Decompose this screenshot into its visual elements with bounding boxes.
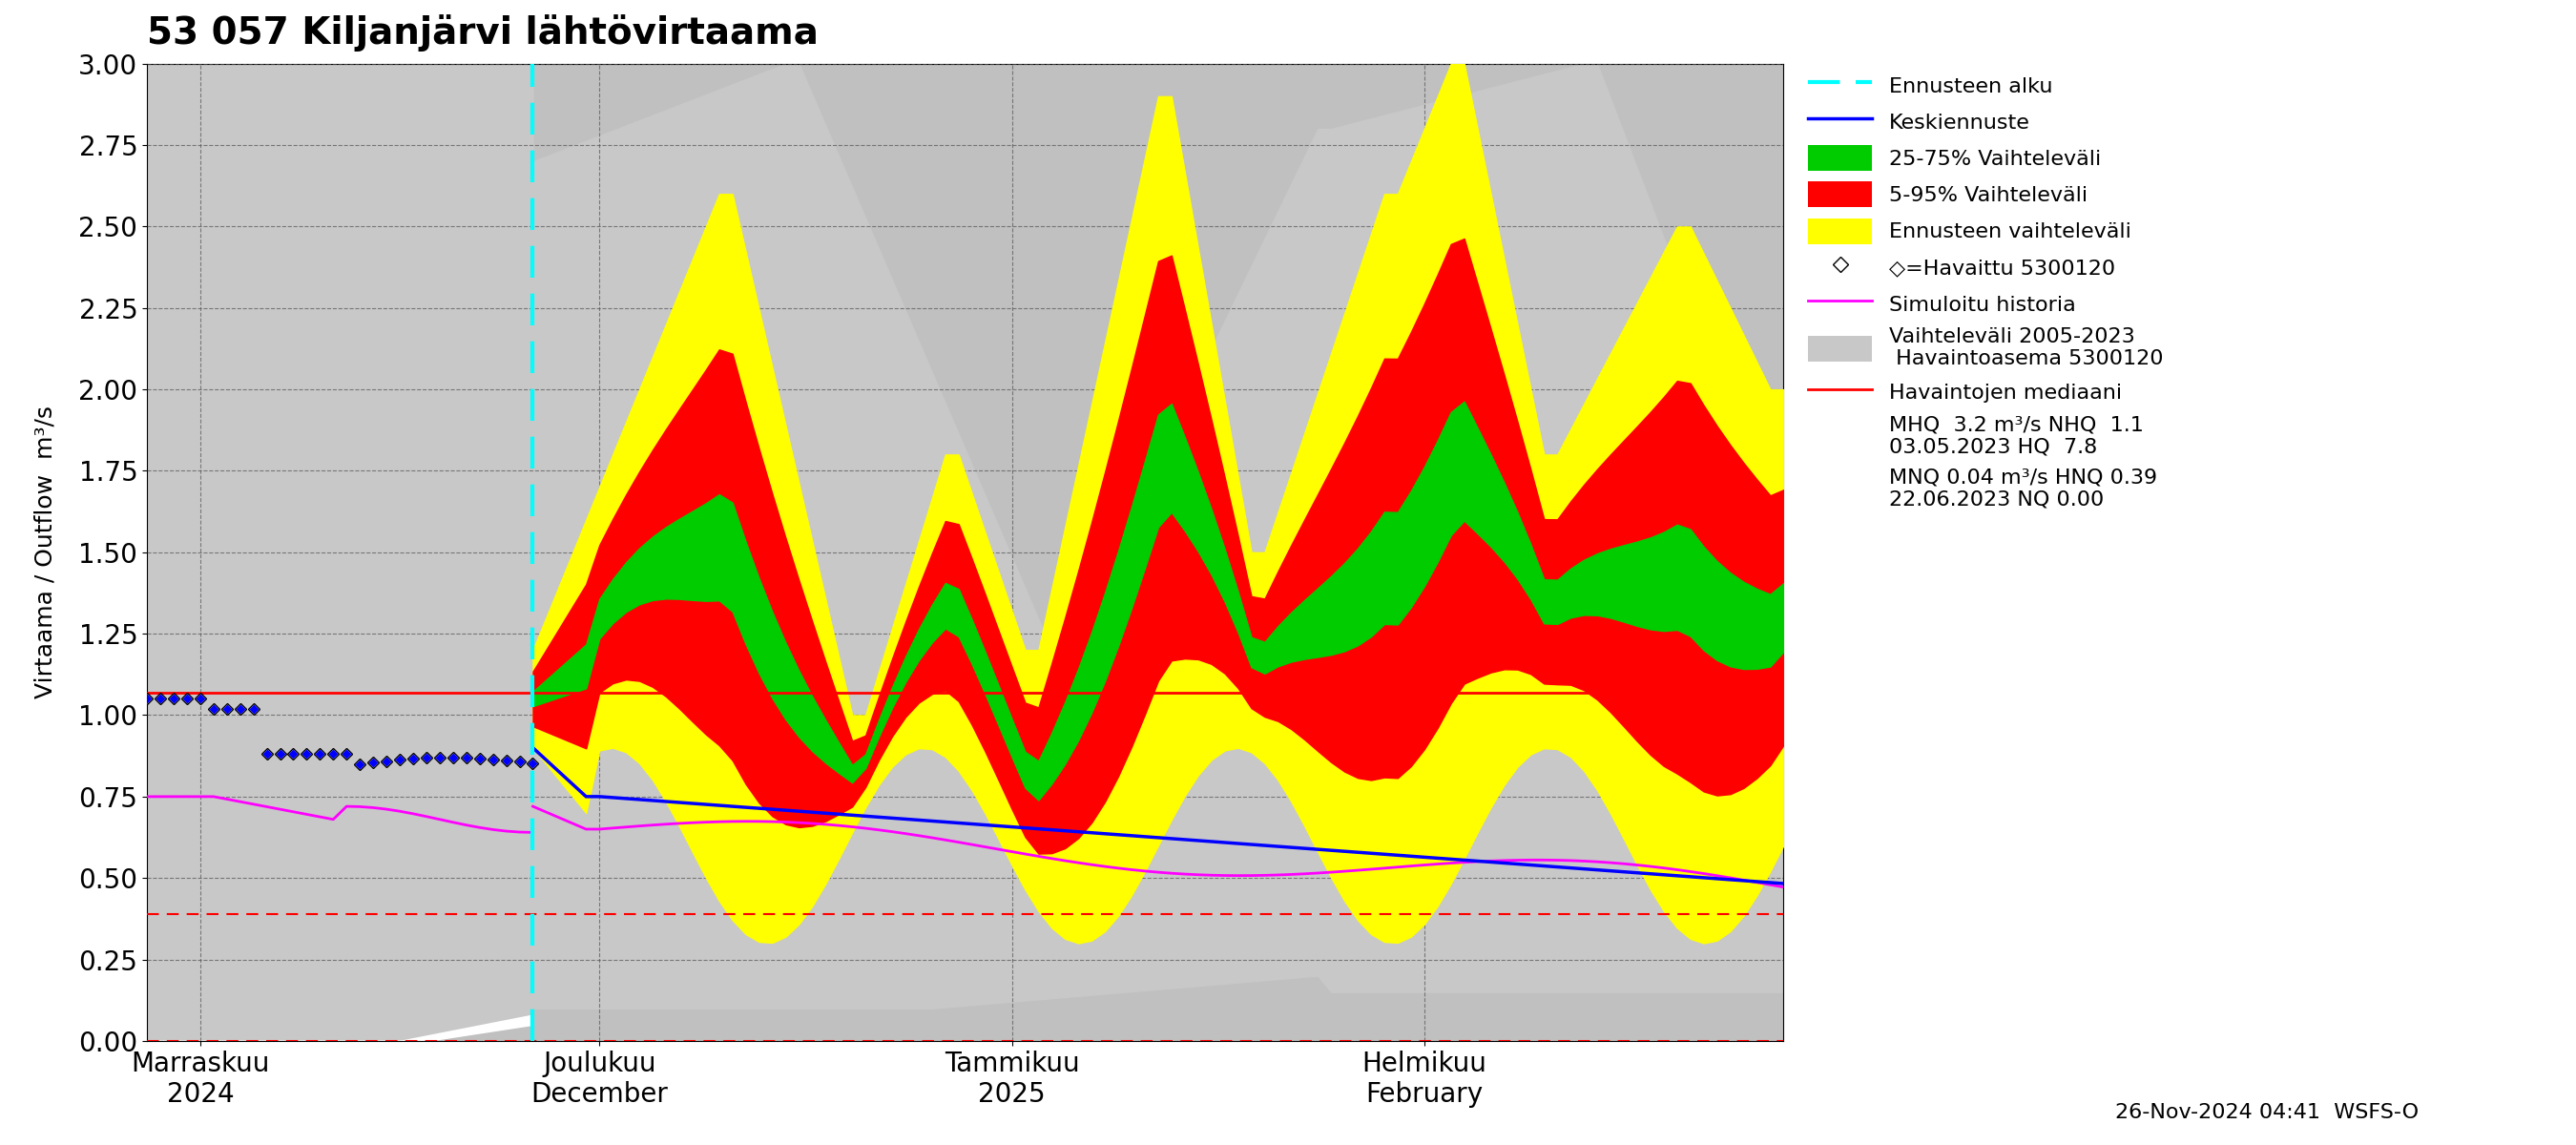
- Text: 26-Nov-2024 04:41  WSFS-O: 26-Nov-2024 04:41 WSFS-O: [2115, 1103, 2419, 1122]
- Y-axis label: Virtaama / Outflow  m³/s: Virtaama / Outflow m³/s: [33, 405, 57, 698]
- Text: 53 057 Kiljanjärvi lähtövirtaama: 53 057 Kiljanjärvi lähtövirtaama: [147, 14, 819, 52]
- Legend: Ennusteen alku, Keskiennuste, 25-75% Vaihteleväli, 5-95% Vaihteleväli, Ennusteen: Ennusteen alku, Keskiennuste, 25-75% Vai…: [1801, 64, 2172, 518]
